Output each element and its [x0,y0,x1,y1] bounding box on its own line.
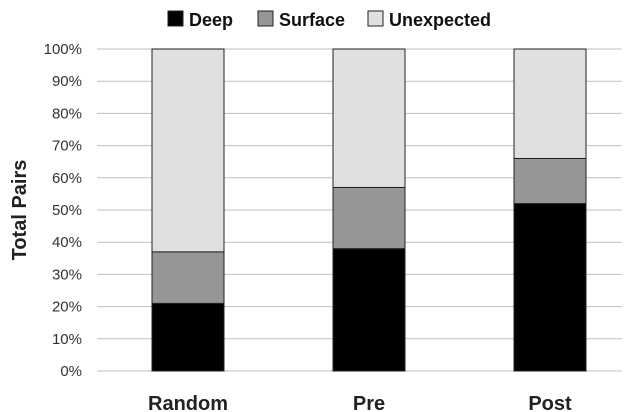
bar-random-surface [151,251,225,304]
y-tick-label: 70% [52,138,82,155]
y-tick-label: 60% [52,170,82,187]
x-category-label: Post [528,393,572,412]
bar-pre-surface [332,186,406,250]
y-tick-label: 10% [52,331,82,348]
bar-post-deep [513,203,587,372]
y-tick-label: 100% [44,41,82,58]
bar-post-unexpected [513,48,587,159]
legend-swatch-deep [167,10,184,27]
y-axis-title: Total Pairs [9,160,31,261]
bar-random-deep [151,302,225,372]
y-tick-label: 50% [52,202,82,219]
bar-pre-unexpected [332,48,406,188]
x-category-label: Pre [353,393,385,412]
legend-swatch-surface [257,10,274,27]
y-tick-label: 80% [52,105,82,122]
y-tick-label: 40% [52,234,82,251]
bar-post-surface [513,157,587,205]
y-axis-ticks: 0% 10% 20% 30% 40% 50% 60% 70% 80% 90% 100% [44,41,82,380]
legend-label: Deep [189,10,233,30]
x-category-label: Random [148,393,228,412]
y-tick-label: 20% [52,299,82,316]
y-tick-label: 0% [60,363,82,380]
legend-swatch-unexpected [367,10,384,27]
y-tick-label: 90% [52,73,82,90]
legend: Deep Surface Unexpected [167,10,491,30]
bar-random-unexpected [151,48,225,253]
x-axis-labels: Random Pre Post [148,393,572,412]
legend-label: Surface [279,10,345,30]
legend-label: Unexpected [389,10,491,30]
bars [151,48,587,372]
bar-pre-deep [332,248,406,372]
y-tick-label: 30% [52,266,82,283]
